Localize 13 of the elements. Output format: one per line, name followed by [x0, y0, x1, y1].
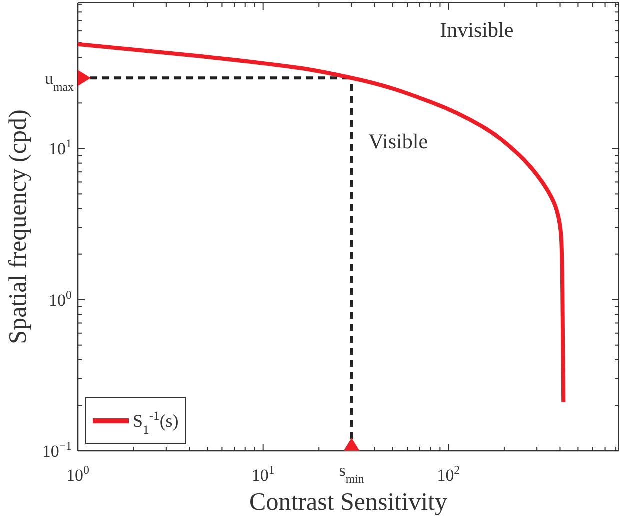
y-tick-label: 10$^{1}$ [49, 136, 72, 159]
y-tick-label: 10$^{−1}$ [42, 438, 72, 461]
x-axis-title: Contrast Sensitivity [250, 489, 448, 516]
x-tick-label: 10$^{2}$ [437, 463, 460, 485]
x-tick-label: 10$^{0}$ [66, 463, 90, 485]
y-tick-label: 10$^{0}$ [49, 288, 72, 310]
annotation: Invisible [440, 18, 514, 42]
annotation: Visible [368, 130, 428, 154]
x-tick-label: 10$^{1}$ [252, 463, 275, 485]
ref-line-label: s$_{min}$ [339, 461, 364, 486]
legend-label: S$_{1}$$^{-1}$(s) [133, 409, 179, 437]
ref-line-label: u$_{max}$ [45, 69, 74, 94]
y-axis-title: Spatial frequency (cpd) [5, 110, 32, 344]
